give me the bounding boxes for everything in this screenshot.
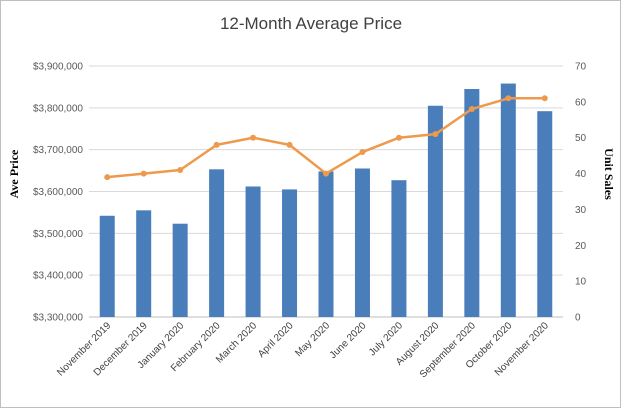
bar — [427, 105, 443, 317]
line-series — [104, 95, 548, 181]
y-tick-label: $3,600,000 — [33, 187, 83, 198]
bar — [354, 168, 370, 317]
bar — [537, 111, 553, 318]
bar — [391, 180, 407, 317]
y-tick-label: $3,900,000 — [33, 62, 83, 73]
x-tick-label: June 2020 — [328, 320, 369, 361]
y-tick-label: $3,500,000 — [33, 229, 83, 240]
line-point — [104, 174, 111, 181]
x-tick-label: April 2020 — [256, 320, 296, 360]
line-point — [359, 149, 366, 156]
y2-tick-label: 70 — [575, 62, 587, 73]
y2-tick-label: 60 — [575, 97, 587, 108]
bar — [464, 89, 480, 317]
y-tick-label: $3,800,000 — [33, 103, 83, 114]
x-tick-label: July 2020 — [367, 320, 405, 358]
y2-tick-label: 0 — [575, 313, 581, 324]
y2-tick-label: 20 — [575, 241, 587, 252]
line-point — [140, 170, 147, 177]
y2-tick-label: 30 — [575, 205, 587, 216]
line-point — [323, 170, 329, 177]
y2-tick-label: 40 — [575, 169, 587, 180]
bar — [209, 169, 225, 317]
bar — [282, 189, 298, 317]
line-point — [505, 95, 512, 102]
bar — [136, 210, 152, 317]
line-point — [468, 106, 475, 113]
bar — [99, 215, 115, 317]
y2-tick-label: 50 — [575, 133, 587, 144]
bar — [172, 223, 188, 317]
line-point — [177, 166, 184, 173]
line-point — [250, 134, 257, 141]
line-point — [541, 95, 548, 102]
y2-axis-title: Unit Sales — [602, 148, 616, 200]
y2-tick-label: 10 — [575, 277, 587, 288]
y-tick-label: $3,700,000 — [33, 145, 83, 156]
bar — [500, 83, 516, 317]
y-axis-title: Ave Price — [7, 149, 21, 198]
line-point — [286, 141, 293, 148]
line-point — [395, 134, 402, 141]
line-point — [213, 141, 220, 148]
y2-axis-ticks: 0 10 20 30 40 50 60 70 — [575, 62, 587, 324]
chart-title: 12-Month Average Price — [220, 14, 402, 33]
bar — [318, 171, 334, 317]
y-tick-label: $3,300,000 — [33, 313, 83, 324]
bar-series — [99, 83, 553, 318]
bar — [245, 186, 261, 317]
y-tick-label: $3,400,000 — [33, 271, 83, 282]
line-point — [432, 131, 439, 138]
y-axis-ticks: $3,300,000 $3,400,000 $3,500,000 $3,600,000… — [33, 62, 83, 324]
